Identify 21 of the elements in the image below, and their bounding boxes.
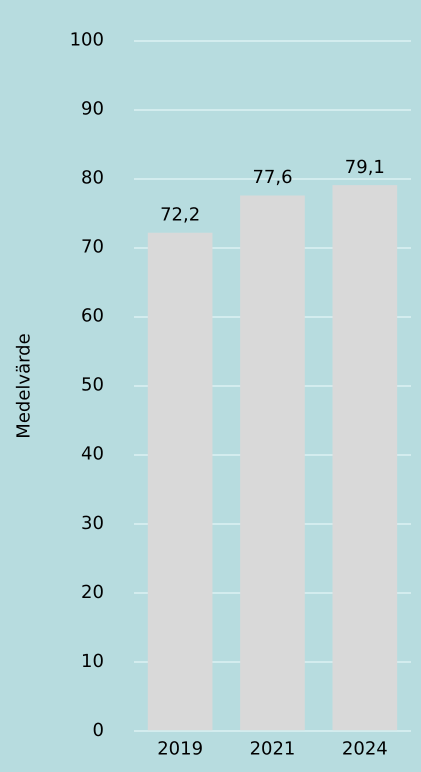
- y-tick-label: 30: [81, 512, 104, 534]
- bar: [148, 232, 212, 730]
- y-tick-label: 80: [81, 168, 104, 189]
- x-tick-label: 2024: [342, 738, 388, 760]
- data-label: 72,2: [160, 204, 200, 226]
- y-tick-label: 60: [81, 306, 104, 327]
- x-tick-label: 2019: [157, 738, 204, 760]
- y-axis-title: Medelvärde: [13, 333, 34, 439]
- y-tick-label: 70: [81, 236, 104, 258]
- y-tick-label: 0: [92, 720, 104, 741]
- y-tick-label: 90: [81, 98, 104, 120]
- y-tick-label: 50: [81, 374, 104, 396]
- y-tick-label: 40: [81, 444, 104, 465]
- bar: [240, 195, 305, 730]
- y-tick-label: 10: [81, 650, 104, 672]
- data-label: 79,1: [344, 156, 385, 178]
- y-tick-label: 100: [70, 29, 104, 50]
- data-label: 77,6: [252, 167, 293, 188]
- y-tick-label: 20: [81, 582, 104, 603]
- bar: [332, 185, 398, 730]
- x-tick-label: 2021: [250, 738, 296, 760]
